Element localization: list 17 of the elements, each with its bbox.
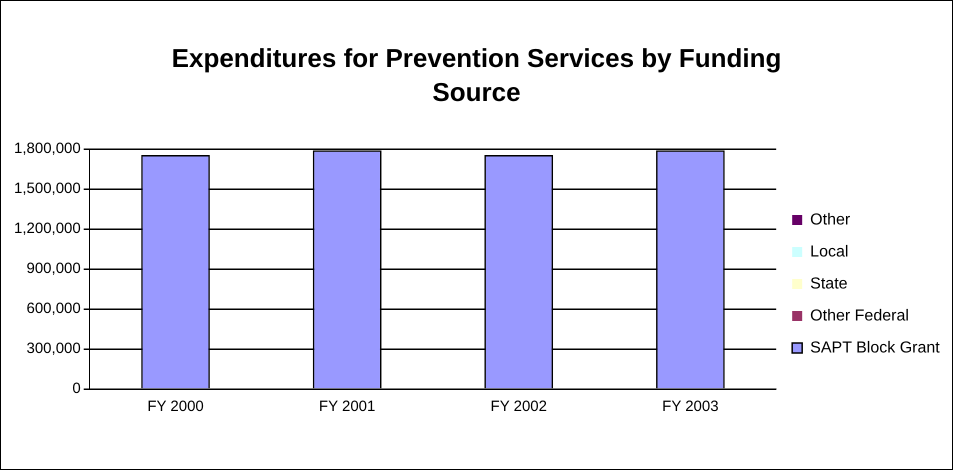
legend-label: Other [810, 211, 851, 228]
x-tick-label: FY 2001 [318, 398, 376, 416]
legend-label: Local [810, 243, 848, 260]
x-tick-label: FY 2003 [662, 398, 719, 416]
legend-label: Other Federal [810, 307, 909, 324]
chart-title: Expenditures for Prevention Services by Funding Source [170, 42, 782, 109]
x-tick-label: FY 2000 [147, 398, 204, 416]
y-tick-label: 1,800,000 [14, 140, 81, 158]
legend-label: State [810, 275, 848, 292]
x-tick-label: FY 2002 [490, 398, 547, 416]
y-tick-label: 300,000 [26, 340, 81, 358]
y-tick-label: 1,200,000 [14, 220, 81, 238]
legend-label: SAPT Block Grant [810, 339, 940, 356]
y-tick-label: 900,000 [26, 260, 81, 278]
y-tick-label: 600,000 [26, 300, 81, 318]
y-tick-label: 1,500,000 [14, 180, 81, 198]
y-tick-label: 0 [72, 380, 81, 398]
